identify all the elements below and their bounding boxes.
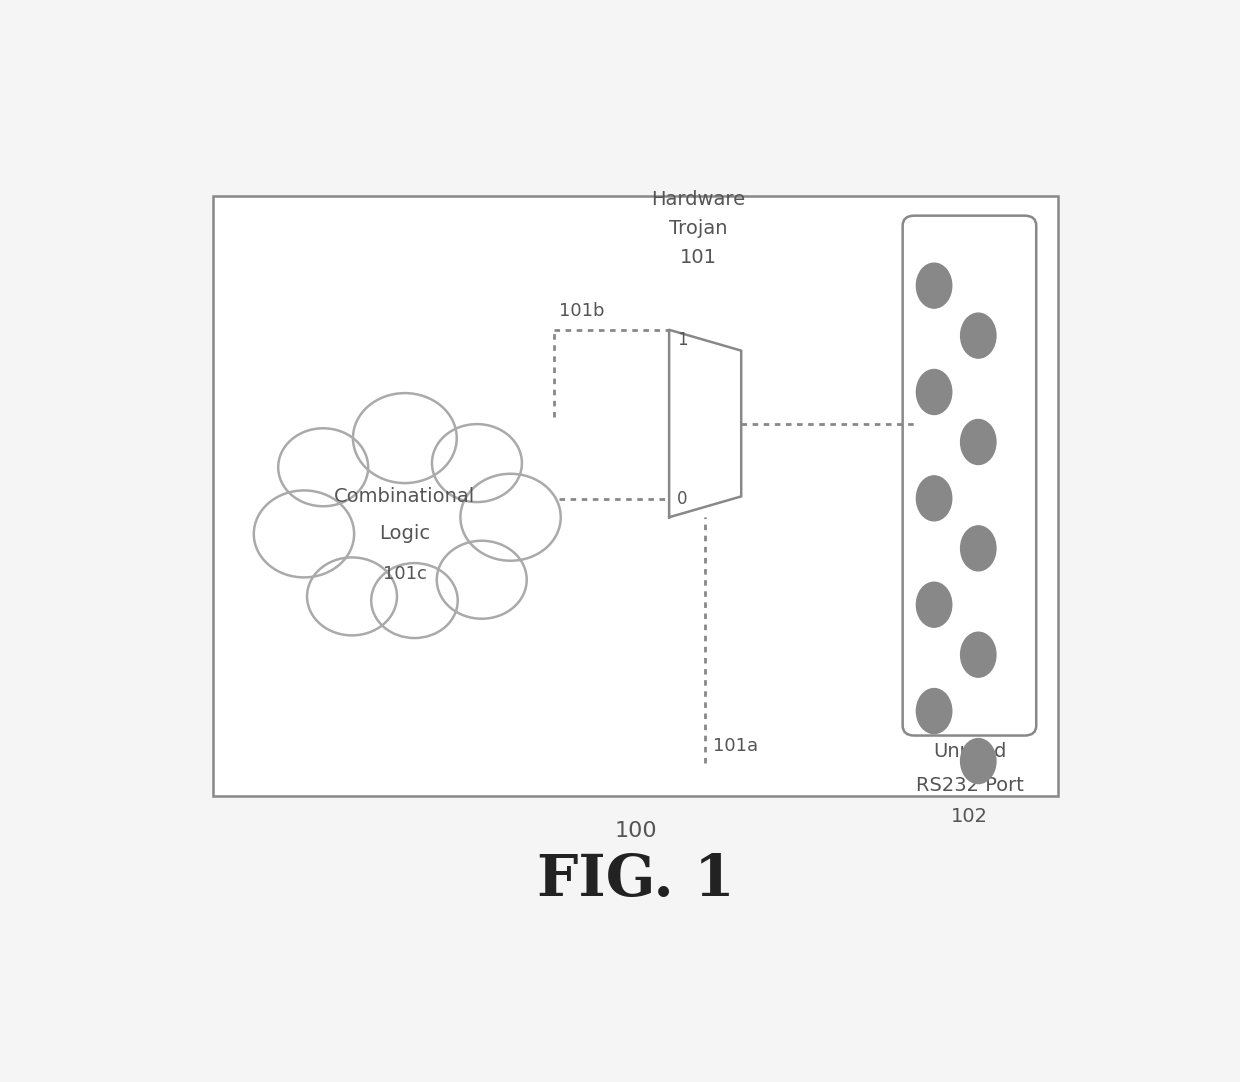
Ellipse shape <box>916 369 952 414</box>
Text: 0: 0 <box>677 489 687 507</box>
Text: Trojan: Trojan <box>668 220 727 238</box>
Ellipse shape <box>961 739 996 783</box>
Ellipse shape <box>916 476 952 520</box>
Ellipse shape <box>961 313 996 358</box>
Text: 101a: 101a <box>713 737 758 755</box>
Text: 100: 100 <box>614 821 657 842</box>
Text: 101b: 101b <box>558 302 604 320</box>
Text: RS232 Port: RS232 Port <box>915 776 1023 794</box>
Text: Logic: Logic <box>379 525 430 543</box>
Text: 101: 101 <box>680 248 717 267</box>
Ellipse shape <box>916 688 952 734</box>
Polygon shape <box>670 330 742 517</box>
Text: Unused: Unused <box>932 742 1006 762</box>
Circle shape <box>308 557 397 635</box>
Circle shape <box>432 424 522 502</box>
Text: FIG. 1: FIG. 1 <box>537 852 734 908</box>
FancyBboxPatch shape <box>903 215 1037 736</box>
Circle shape <box>353 393 456 483</box>
Circle shape <box>371 563 458 638</box>
Text: 102: 102 <box>951 807 988 827</box>
Ellipse shape <box>916 263 952 308</box>
Text: 1: 1 <box>677 331 687 349</box>
Ellipse shape <box>961 420 996 464</box>
Bar <box>213 197 1058 796</box>
Text: Hardware: Hardware <box>651 190 745 209</box>
Text: 101c: 101c <box>383 565 427 583</box>
Circle shape <box>436 541 527 619</box>
Ellipse shape <box>916 582 952 628</box>
Ellipse shape <box>961 632 996 677</box>
Text: Combinational: Combinational <box>335 487 475 506</box>
Circle shape <box>278 428 368 506</box>
Ellipse shape <box>961 526 996 571</box>
Circle shape <box>460 474 560 560</box>
Circle shape <box>254 490 355 578</box>
